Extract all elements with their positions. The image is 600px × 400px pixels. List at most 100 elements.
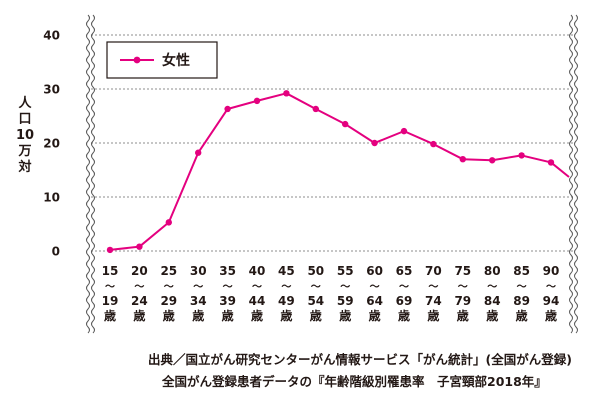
- x-tick-label: 90 〜94歳: [543, 264, 560, 323]
- data-point: [283, 90, 290, 97]
- x-tick-label-part: 歳: [545, 308, 557, 323]
- x-tick-label-part: 70: [425, 264, 442, 278]
- data-point: [136, 243, 143, 250]
- x-tick-label-part: 歳: [398, 308, 410, 323]
- legend: 女性: [106, 41, 218, 79]
- x-tick-label: 40 〜44歳: [249, 264, 266, 323]
- x-tick-label-part: 〜: [546, 282, 556, 293]
- x-tick-label-part: 歳: [516, 308, 528, 323]
- y-axis-label-part: 10: [15, 128, 35, 143]
- x-tick-label-part: 55: [337, 264, 354, 278]
- x-tick-label-part: 〜: [164, 282, 174, 293]
- x-tick-label-part: 54: [307, 294, 324, 308]
- x-tick-label: 60 〜64歳: [366, 264, 383, 323]
- x-tick-label-part: 15: [102, 264, 119, 278]
- x-tick-label-part: 〜: [370, 282, 380, 293]
- x-tick-label-part: 75: [454, 264, 471, 278]
- data-point: [312, 105, 319, 113]
- x-tick-label-part: 歳: [486, 308, 498, 323]
- x-tick-label-part: 歳: [133, 308, 145, 323]
- x-tick-label-part: 〜: [105, 282, 115, 293]
- y-axis-label-part: 万: [18, 144, 32, 159]
- y-axis-label: 人 口 10 万 対: [10, 96, 40, 176]
- x-tick-label: 25 〜29歳: [160, 264, 177, 323]
- x-tick-label-part: 59: [337, 294, 354, 308]
- x-tick-label-part: 〜: [193, 282, 203, 293]
- series-line: [109, 92, 570, 251]
- data-point: [459, 156, 466, 163]
- x-tick-label-part: 歳: [310, 308, 322, 323]
- x-tick-label-part: 40: [249, 264, 266, 278]
- data-point: [371, 139, 378, 147]
- axis-break-mark: [91, 14, 95, 334]
- data-point: [400, 127, 408, 135]
- data-point: [253, 97, 261, 105]
- x-tick-label-part: 歳: [280, 308, 292, 323]
- x-tick-label: 85 〜89歳: [513, 264, 530, 323]
- data-point: [342, 120, 349, 128]
- y-tick-labels: 0 10 20 30 40: [43, 29, 60, 259]
- data-point: [430, 140, 437, 148]
- data-point: [106, 246, 114, 254]
- x-tick-label: 80 〜84歳: [484, 264, 501, 323]
- x-tick-label: 20 〜24歳: [131, 264, 148, 323]
- x-tick-labels: 15〜19歳20〜24歳25〜29歳30〜34歳35〜39歳40〜44歳45〜4…: [102, 264, 560, 323]
- x-tick-label-part: 45: [278, 264, 295, 278]
- x-tick-label-part: 〜: [428, 282, 438, 293]
- x-tick-label-part: 34: [190, 294, 207, 308]
- legend-box: [106, 41, 218, 79]
- x-tick-label-part: 89: [513, 294, 530, 308]
- x-tick-label: 70 〜74歳: [425, 264, 442, 323]
- legend-swatch-marker: [133, 56, 141, 64]
- data-point: [518, 152, 525, 159]
- y-tick-label: 0: [52, 245, 60, 259]
- x-tick-label: 30 〜34歳: [190, 264, 207, 323]
- data-point: [195, 149, 202, 156]
- x-tick-label-part: 19: [102, 294, 119, 308]
- x-tick-label-part: 79: [454, 294, 471, 308]
- x-tick-label-part: 65: [396, 264, 413, 278]
- y-tick-label: 10: [43, 191, 60, 205]
- x-tick-label-part: 歳: [251, 308, 263, 323]
- axis-break-marks: [86, 14, 578, 334]
- x-tick-label-part: 〜: [252, 282, 262, 293]
- data-point: [224, 105, 231, 113]
- x-tick-label-part: 歳: [104, 308, 116, 323]
- x-tick-label-part: 20: [131, 264, 148, 278]
- x-tick-label-part: 〜: [340, 282, 350, 293]
- x-tick-label-part: 歳: [222, 308, 234, 323]
- x-tick-label-part: 歳: [457, 308, 469, 323]
- x-tick-label-part: 〜: [311, 282, 321, 293]
- source-note-line-2: 全国がん登録患者データの『年齢階級別罹患率 子宮頸部2018年』: [162, 374, 547, 389]
- x-tick-label-part: 90: [543, 264, 560, 278]
- x-tick-label: 35 〜39歳: [219, 264, 236, 323]
- y-axis-label-part: 対: [18, 160, 32, 175]
- x-tick-label: 55 〜59歳: [337, 264, 354, 323]
- x-tick-label-part: 歳: [369, 308, 381, 323]
- x-tick-label-part: 24: [131, 294, 148, 308]
- y-tick-label: 40: [43, 29, 60, 43]
- x-tick-label: 45 〜49歳: [278, 264, 295, 323]
- x-tick-label-part: 35: [219, 264, 236, 278]
- x-tick-label-part: 歳: [427, 308, 439, 323]
- x-tick-label-part: 〜: [223, 282, 233, 293]
- x-tick-label-part: 〜: [281, 282, 291, 293]
- x-tick-label-part: 〜: [399, 282, 409, 293]
- x-tick-label-part: 歳: [192, 308, 204, 323]
- x-tick-label-part: 〜: [458, 282, 468, 293]
- x-tick-label-part: 64: [366, 294, 383, 308]
- axis-break-mark: [86, 14, 90, 334]
- source-note-line-1: 出典／国立がん研究センターがん情報サービス「がん統計」(全国がん登録): [148, 352, 572, 367]
- x-tick-label-part: 29: [160, 294, 177, 308]
- x-tick-label-part: 50: [307, 264, 324, 278]
- x-tick-label-part: 〜: [517, 282, 527, 293]
- x-tick-label-part: 25: [160, 264, 177, 278]
- data-point: [547, 159, 555, 166]
- y-tick-label: 20: [43, 137, 60, 151]
- axis-break-mark: [574, 14, 578, 334]
- x-tick-label: 50 〜54歳: [307, 264, 324, 323]
- x-tick-label-part: 49: [278, 294, 295, 308]
- legend-label: 女性: [162, 52, 190, 69]
- y-axis-label-part: 人: [18, 96, 32, 111]
